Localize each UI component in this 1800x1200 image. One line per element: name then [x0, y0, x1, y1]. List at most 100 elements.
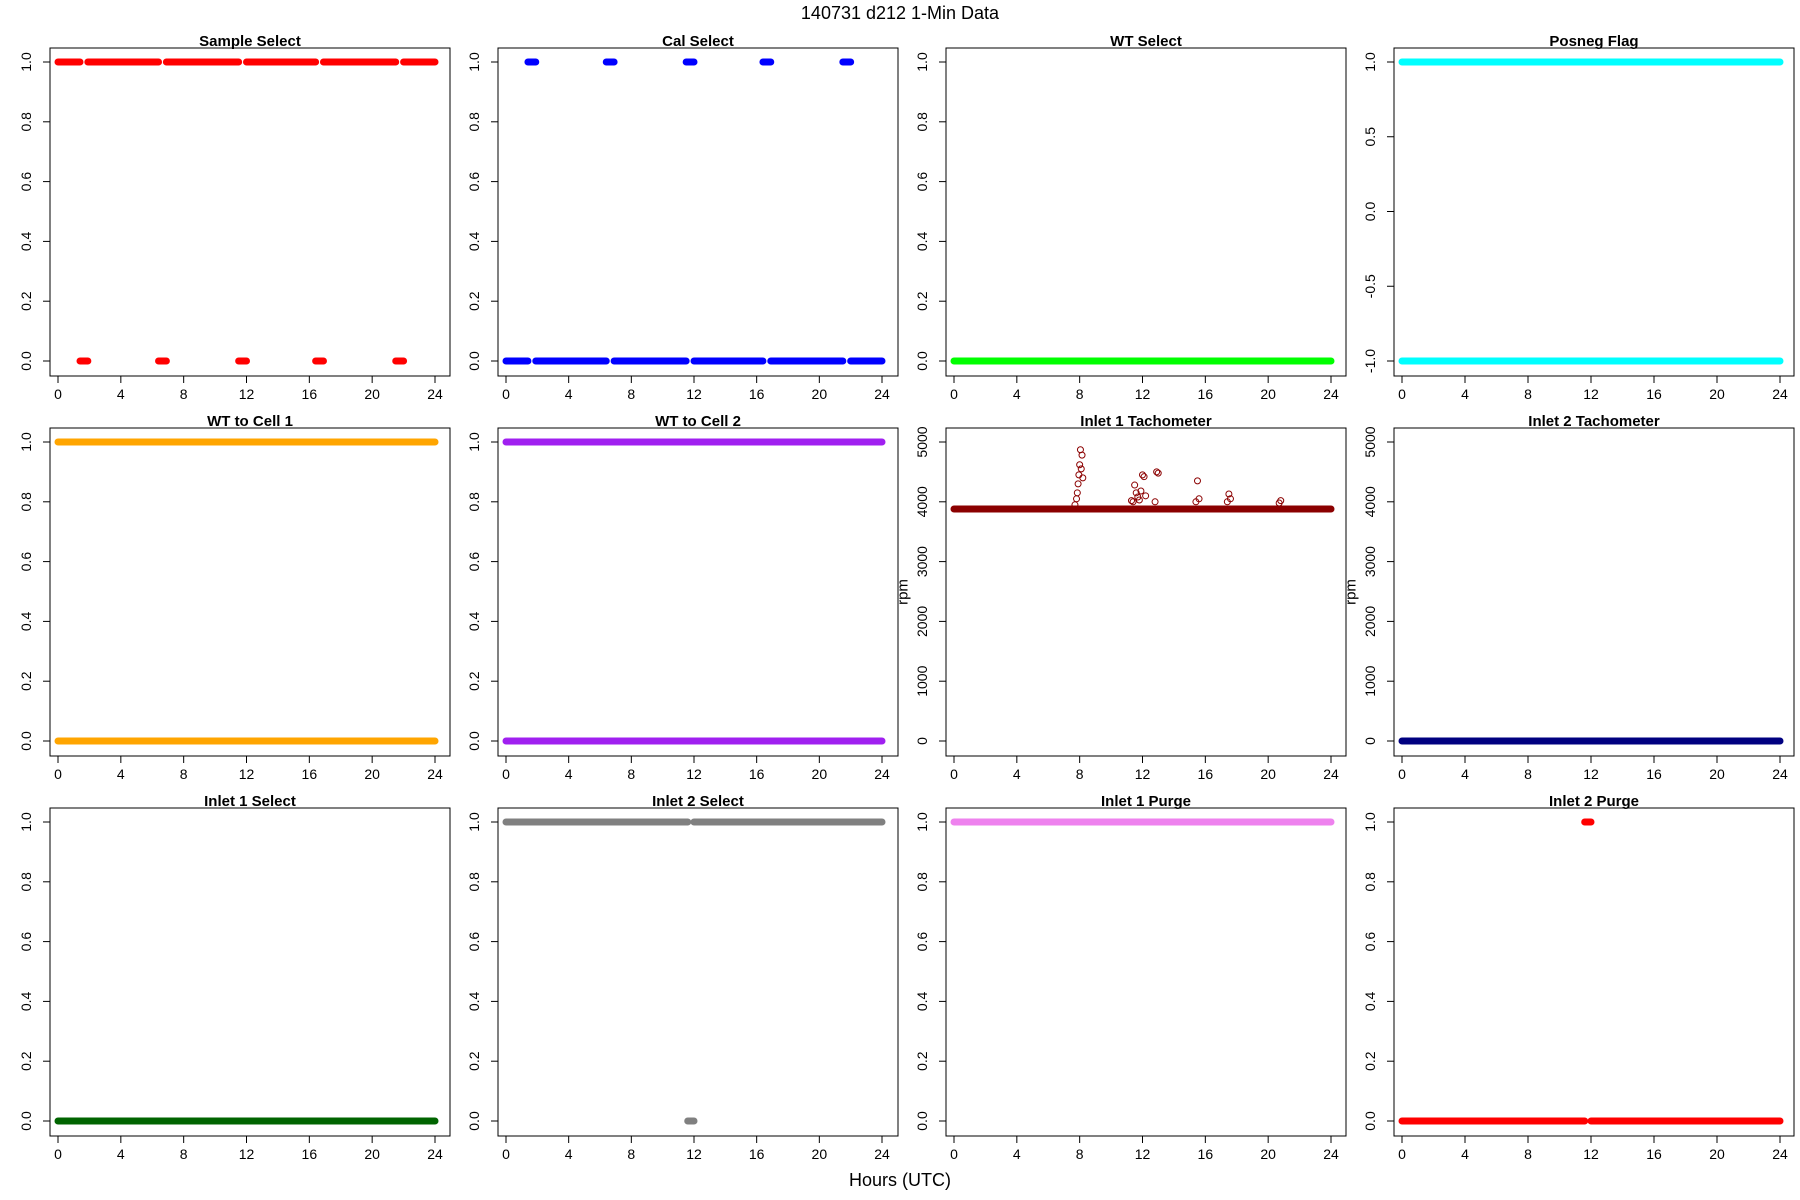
x-tick-label: 0 [502, 386, 510, 402]
data-point [1131, 481, 1139, 489]
x-tick-label: 24 [1772, 1146, 1788, 1162]
data-point [1135, 496, 1143, 504]
x-tick-label: 12 [1135, 386, 1151, 402]
x-tick-label: 12 [239, 766, 255, 782]
data-point [1275, 499, 1283, 507]
x-tick-label: 4 [117, 1146, 125, 1162]
plot-panel: Inlet 1 Select 0 4 8 12 16 20 24 0.0 0.2 0.4 0.6 0.8… [18, 793, 451, 1162]
x-tick-label: 16 [1646, 1146, 1662, 1162]
x-tick-label: 0 [950, 1146, 958, 1162]
y-tick-label: 0.8 [18, 112, 34, 132]
y-tick-label: 0.4 [1362, 991, 1378, 1011]
y-tick-label: 1.0 [914, 52, 930, 72]
data-point [1139, 471, 1146, 479]
x-tick-label: 20 [1260, 386, 1276, 402]
y-tick-label: 0.8 [1362, 872, 1378, 892]
x-tick-label: 12 [1135, 766, 1151, 782]
x-tick-label: 0 [54, 1146, 62, 1162]
y-tick-label: 1.0 [1362, 52, 1378, 72]
panel-title: Cal Select [662, 33, 734, 50]
data-point [1225, 490, 1233, 498]
x-tick-label: 8 [1076, 1146, 1084, 1162]
y-tick-label: 1.0 [466, 432, 482, 452]
y-tick-label: 0.2 [914, 1051, 930, 1071]
y-tick-label: 0.2 [1362, 1051, 1378, 1071]
data-point [1192, 498, 1200, 506]
x-tick-label: 20 [364, 1146, 380, 1162]
data-point [1154, 469, 1162, 477]
x-tick-label: 8 [180, 766, 188, 782]
data-point [1078, 451, 1086, 459]
y-tick-label: -0.5 [1362, 274, 1378, 298]
x-tick-label: 0 [502, 766, 510, 782]
x-tick-label: 4 [565, 1146, 573, 1162]
x-tick-label: 4 [565, 386, 573, 402]
plot-panel: Cal Select 0 4 8 12 16 20 24 0.0 0.2 0.4 0.6 0.8 1.0 [466, 33, 899, 402]
x-tick-label: 20 [364, 386, 380, 402]
x-tick-label: 16 [1646, 386, 1662, 402]
y-tick-label: 2000 [1362, 606, 1378, 637]
x-tick-label: 20 [364, 766, 380, 782]
y-tick-label: 0.6 [466, 932, 482, 952]
x-tick-label: 8 [1524, 766, 1532, 782]
y-tick-label: 3000 [914, 546, 930, 577]
x-tick-label: 12 [686, 386, 702, 402]
x-tick-label: 4 [117, 766, 125, 782]
y-tick-label: 0.6 [18, 932, 34, 952]
x-tick-label: 24 [1323, 766, 1339, 782]
x-tick-label: 0 [54, 766, 62, 782]
y-tick-label: 0.0 [466, 1111, 482, 1131]
y-tick-label: 1.0 [18, 812, 34, 832]
data-point [1151, 498, 1159, 506]
x-tick-label: 4 [1013, 766, 1021, 782]
y-tick-label: 0.6 [914, 932, 930, 952]
y-tick-label: 1.0 [914, 812, 930, 832]
y-tick-label: 0.4 [18, 231, 34, 251]
x-tick-label: 4 [1461, 766, 1469, 782]
panel-title: Sample Select [199, 33, 301, 50]
y-tick-label: 0.4 [914, 231, 930, 251]
y-tick-label: 3000 [1362, 546, 1378, 577]
x-tick-label: 12 [239, 1146, 255, 1162]
x-tick-label: 0 [950, 386, 958, 402]
data-point [1074, 480, 1082, 488]
y-tick-label: 0.0 [914, 1111, 930, 1131]
panel-title: Inlet 2 Purge [1549, 793, 1639, 810]
y-tick-label: 4000 [914, 486, 930, 517]
x-tick-label: 20 [1260, 1146, 1276, 1162]
y-tick-label: 1.0 [18, 432, 34, 452]
y-tick-label: 0.8 [466, 492, 482, 512]
y-tick-label: 0.0 [18, 731, 34, 751]
y-tick-label: 4000 [1362, 486, 1378, 517]
y-tick-label: 0.2 [914, 291, 930, 311]
x-tick-label: 20 [1709, 386, 1725, 402]
x-tick-label: 24 [874, 386, 890, 402]
y-tick-label: 0.4 [466, 991, 482, 1011]
y-tick-label: 0.6 [1362, 932, 1378, 952]
plot-panel: WT to Cell 1 0 4 8 12 16 20 24 0.0 0.2 0.4 0.6 0.8 1.… [18, 413, 451, 782]
y-tick-label: 0.8 [18, 492, 34, 512]
y-tick-label: 1.0 [18, 52, 34, 72]
y-tick-label: 0.5 [1362, 127, 1378, 147]
x-tick-label: 8 [180, 386, 188, 402]
x-tick-label: 16 [302, 386, 318, 402]
x-tick-label: 16 [1198, 1146, 1214, 1162]
x-tick-label: 12 [686, 1146, 702, 1162]
x-tick-label: 16 [302, 1146, 318, 1162]
data-point [1079, 474, 1087, 482]
x-tick-label: 8 [627, 386, 635, 402]
x-tick-label: 4 [117, 386, 125, 402]
x-tick-label: 16 [1646, 766, 1662, 782]
x-tick-label: 12 [1135, 1146, 1151, 1162]
y-tick-label: 0.6 [914, 172, 930, 192]
panel-title: Inlet 1 Purge [1101, 793, 1191, 810]
y-tick-label: 0.4 [18, 991, 34, 1011]
x-tick-label: 0 [1398, 386, 1406, 402]
y-tick-label: 0.2 [466, 291, 482, 311]
y-tick-label: 0.8 [466, 112, 482, 132]
y-tick-label: 0.2 [466, 671, 482, 691]
y-tick-label: 0.6 [18, 172, 34, 192]
x-tick-label: 20 [812, 386, 828, 402]
y-tick-label: 1.0 [466, 52, 482, 72]
x-tick-label: 24 [1323, 1146, 1339, 1162]
